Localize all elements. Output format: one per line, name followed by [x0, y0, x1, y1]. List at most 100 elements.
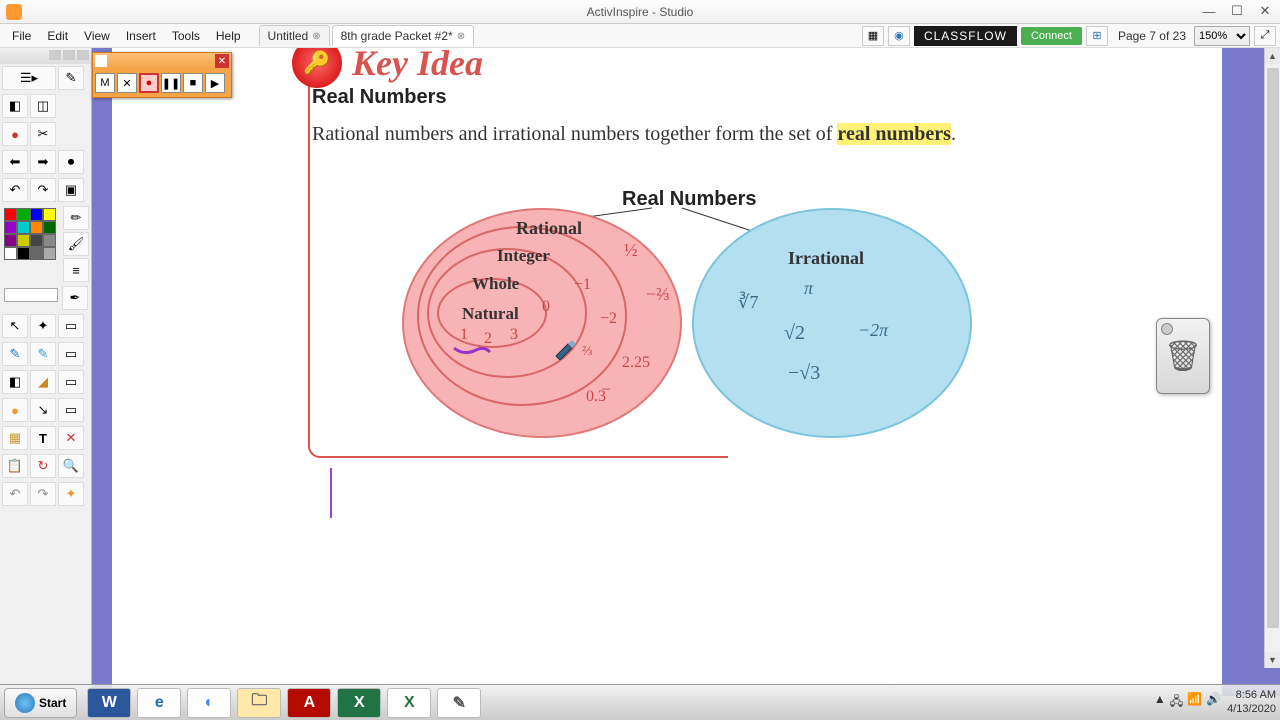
dock-icon[interactable]: [63, 50, 75, 60]
recorder-stop-button[interactable]: ■: [183, 73, 203, 93]
color-swatch[interactable]: [17, 208, 30, 221]
color-swatch[interactable]: [4, 221, 17, 234]
tab-packet[interactable]: 8th grade Packet #2* ⊗: [332, 25, 474, 46]
nav-icon-button[interactable]: ⊞: [1086, 26, 1108, 46]
color-swatch[interactable]: [17, 234, 30, 247]
browser-icon-button[interactable]: ▦: [862, 26, 884, 46]
tray-clock[interactable]: 8:56 AM 4/13/2020: [1227, 689, 1276, 715]
explorer-icon[interactable]: 🗀: [237, 688, 281, 718]
color-swatch[interactable]: [30, 221, 43, 234]
select-tool[interactable]: ↖: [2, 314, 28, 338]
excel-icon[interactable]: X: [337, 688, 381, 718]
menu-insert[interactable]: Insert: [118, 27, 164, 45]
word-icon[interactable]: W: [87, 688, 131, 718]
adobe-icon[interactable]: A: [287, 688, 331, 718]
minimize-button[interactable]: —: [1198, 2, 1220, 20]
color-swatch[interactable]: [4, 208, 17, 221]
dock-icon[interactable]: [77, 50, 89, 60]
recorder-cancel-button[interactable]: ✕: [117, 73, 137, 93]
maximize-button[interactable]: ☐: [1226, 2, 1248, 20]
color-swatch[interactable]: [43, 234, 56, 247]
recorder-pause-button[interactable]: ❚❚: [161, 73, 181, 93]
fill-tool[interactable]: ◢: [30, 370, 56, 394]
stamp-tool[interactable]: ▦: [2, 426, 28, 450]
recorder-record-button[interactable]: ●: [139, 73, 159, 93]
dock-icon[interactable]: [49, 50, 61, 60]
color-swatch[interactable]: [17, 221, 30, 234]
screenshot-tool[interactable]: ✂: [30, 122, 56, 146]
color-swatch[interactable]: [30, 208, 43, 221]
menu-view[interactable]: View: [76, 27, 118, 45]
scroll-thumb[interactable]: [1267, 68, 1279, 628]
recorder-menu-button[interactable]: M: [95, 73, 115, 93]
zoom-select[interactable]: 150%: [1194, 26, 1250, 46]
connect-button[interactable]: Connect: [1021, 27, 1082, 45]
close-tab-icon[interactable]: ⊗: [457, 31, 465, 42]
page-back-tool[interactable]: ◧: [2, 94, 28, 118]
wand-tool[interactable]: ✦: [30, 314, 56, 338]
color-swatch[interactable]: [43, 221, 56, 234]
trash-widget[interactable]: 🗑: [1156, 318, 1210, 394]
color-swatch[interactable]: [43, 247, 56, 260]
profile-tool[interactable]: ✎: [58, 66, 84, 90]
trash-close-icon[interactable]: [1161, 323, 1173, 335]
pen-tool[interactable]: ✎: [2, 342, 28, 366]
menu-file[interactable]: File: [4, 27, 39, 45]
main-menu-tool[interactable]: ☰▸: [2, 66, 56, 90]
next-tool[interactable]: ➡: [30, 150, 56, 174]
highlighter-tool[interactable]: ✎: [30, 342, 56, 366]
globe-icon-button[interactable]: ◉: [888, 26, 910, 46]
redo-flip-tool[interactable]: ↷: [30, 178, 56, 202]
screen-recorder-toolbar[interactable]: ✕ M ✕ ● ❚❚ ■ ▶: [92, 52, 232, 98]
menu-tools[interactable]: Tools: [164, 27, 208, 45]
prev-tool[interactable]: ⬅: [2, 150, 28, 174]
tray-up-icon[interactable]: ▲: [1154, 692, 1166, 713]
chrome-icon[interactable]: ◐: [187, 688, 231, 718]
activ-icon[interactable]: ✎: [437, 688, 481, 718]
color-swatch[interactable]: [43, 208, 56, 221]
record-tool[interactable]: ⏺: [58, 150, 84, 174]
clipboard-tool[interactable]: 📋: [2, 454, 28, 478]
menu-edit[interactable]: Edit: [39, 27, 76, 45]
line-style-tool[interactable]: ≡: [63, 258, 89, 282]
close-button[interactable]: ✕: [1254, 2, 1276, 20]
scroll-up-icon[interactable]: ▲: [1265, 48, 1280, 64]
color-swatch[interactable]: [17, 247, 30, 260]
eraser-tool[interactable]: ◧: [2, 370, 28, 394]
camera-tool[interactable]: ▣: [58, 178, 84, 202]
tray-network-icon[interactable]: 🖧: [1170, 692, 1183, 713]
shape-tool[interactable]: ●: [2, 398, 28, 422]
recorder-close-button[interactable]: ✕: [215, 54, 229, 68]
recorder-play-button[interactable]: ▶: [205, 73, 225, 93]
close-tab-icon[interactable]: ⊗: [312, 31, 320, 42]
expand-icon-button[interactable]: ⤢: [1254, 26, 1276, 46]
connector-tool[interactable]: ↘: [30, 398, 56, 422]
delete-tool[interactable]: ✕: [58, 426, 84, 450]
undo-flip-tool[interactable]: ↶: [2, 178, 28, 202]
tray-volume-icon[interactable]: 🔊: [1206, 692, 1221, 713]
undo-tool[interactable]: ↶: [2, 482, 28, 506]
color-swatch[interactable]: [30, 247, 43, 260]
ie-icon[interactable]: e: [137, 688, 181, 718]
start-button[interactable]: Start: [4, 688, 77, 718]
special-tool[interactable]: ✦: [58, 482, 84, 506]
page-copy-tool[interactable]: ▭: [58, 370, 84, 394]
annotate-tool[interactable]: ●: [2, 122, 28, 146]
color-swatch[interactable]: [4, 247, 17, 260]
text-tool[interactable]: T: [30, 426, 56, 450]
canvas[interactable]: 🔑 Key Idea Real Numbers Rational numbers…: [112, 48, 1242, 696]
ink-tool[interactable]: ✒: [62, 286, 88, 310]
tray-wifi-icon[interactable]: 📶: [1187, 692, 1202, 713]
redo-tool[interactable]: ↷: [30, 482, 56, 506]
stroke-width-tool[interactable]: [4, 288, 58, 302]
brush-tool[interactable]: ✏: [63, 206, 89, 230]
page-dual-tool[interactable]: ◫: [30, 94, 56, 118]
menu-help[interactable]: Help: [208, 27, 249, 45]
color-swatch[interactable]: [4, 234, 17, 247]
scroll-down-icon[interactable]: ▼: [1265, 652, 1280, 668]
refresh-tool[interactable]: ↻: [30, 454, 56, 478]
color-swatch[interactable]: [30, 234, 43, 247]
spray-tool[interactable]: 🖌: [63, 232, 89, 256]
page-new-tool[interactable]: ▭: [58, 314, 84, 338]
vertical-scrollbar[interactable]: ▲ ▼: [1264, 48, 1280, 668]
